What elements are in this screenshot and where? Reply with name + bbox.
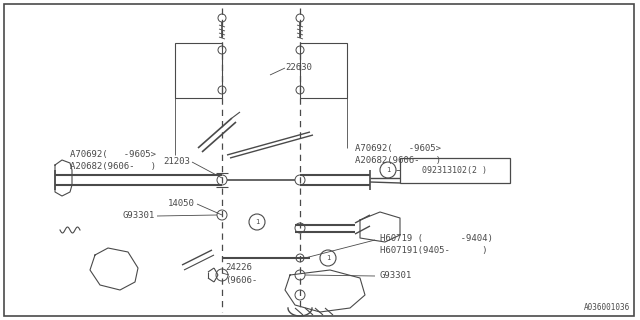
Text: G93301: G93301: [380, 271, 412, 281]
Text: H607191(9405-      ): H607191(9405- ): [380, 245, 488, 254]
Text: 092313102(2 ): 092313102(2 ): [422, 166, 488, 175]
Bar: [400, 158, 510, 183]
Text: A20682(9606-   ): A20682(9606- ): [70, 163, 156, 172]
Text: 1: 1: [326, 255, 330, 261]
Text: A70692(   -9605>: A70692( -9605>: [355, 143, 441, 153]
Bar: [175, 43, 222, 98]
Text: A70692(   -9605>: A70692( -9605>: [70, 150, 156, 159]
Text: A20682(9606-   ): A20682(9606- ): [355, 156, 441, 164]
Text: H60719 (       -9404): H60719 ( -9404): [380, 234, 493, 243]
Text: 1: 1: [386, 167, 390, 173]
Text: 24226: 24226: [225, 263, 252, 273]
Text: 21203: 21203: [163, 157, 190, 166]
Text: 1: 1: [255, 219, 259, 225]
Text: G93301: G93301: [123, 212, 155, 220]
Text: 14050: 14050: [168, 199, 195, 209]
Text: A036001036: A036001036: [584, 303, 630, 312]
Bar: [300, 43, 347, 98]
Text: (9606-: (9606-: [225, 276, 257, 284]
Text: 22630: 22630: [285, 63, 312, 73]
